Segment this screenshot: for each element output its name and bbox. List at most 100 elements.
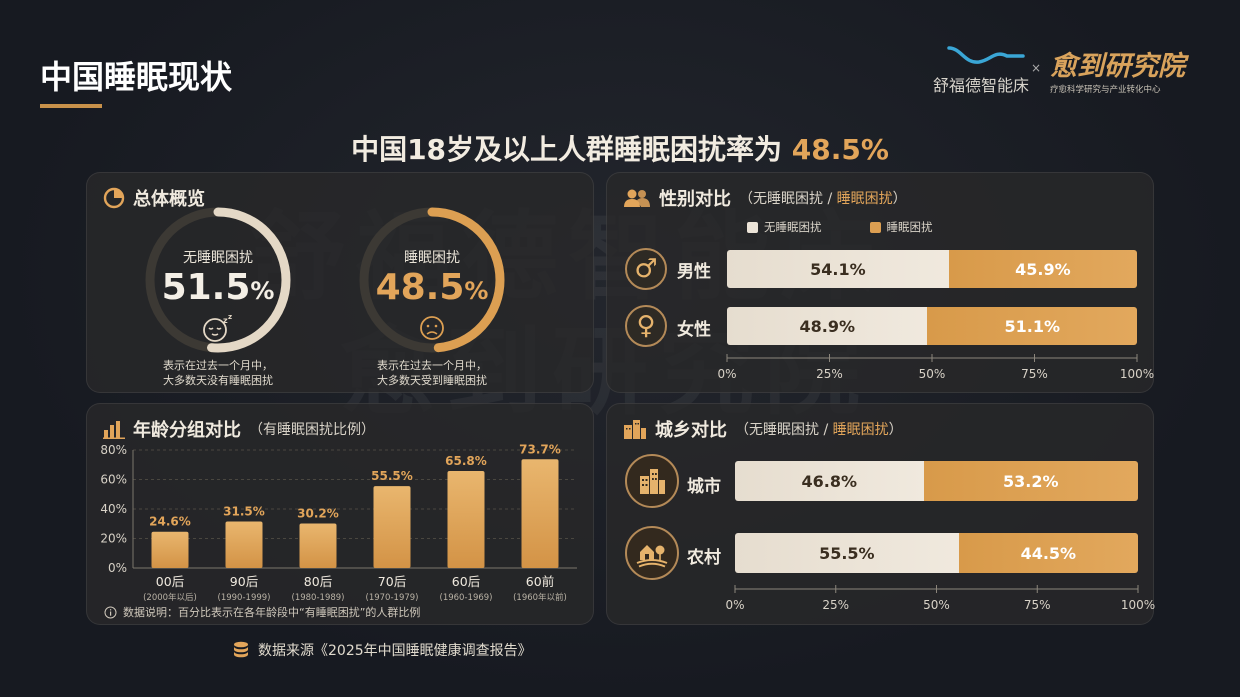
urban-x-axis: 0% 25% 50% 75% 100% [725, 585, 1155, 612]
urban-tick-label-3: 75% [1024, 598, 1051, 612]
trouble-number: 48.5 [375, 267, 465, 308]
age-category-sublabel-5: (1960年以前) [513, 592, 567, 602]
gender-title: 性别对比 （无睡眠困扰 / 睡眠困扰） [623, 185, 907, 211]
gender-tick-label-2: 50% [919, 367, 946, 381]
age-bar-value-5: 73.7% [519, 442, 561, 456]
gender-tick-label-0: 0% [717, 367, 736, 381]
urban-bar-village-no-trouble-label: 55.5% [819, 543, 875, 563]
data-source: 数据来源《2025年中国睡眠健康调查报告》 [232, 640, 532, 660]
legend-label-no-trouble: 无睡眠困扰 [764, 220, 822, 234]
no-trouble-label: 无睡眠困扰 [183, 250, 253, 266]
svg-text:z: z [223, 316, 228, 325]
gender-tick-label-4: 100% [1120, 367, 1154, 381]
row-label-city: 城市 [687, 477, 721, 497]
urban-bar-village: 55.5% 44.5% [735, 533, 1138, 573]
gender-subtitle-hi: 睡眠困扰 [836, 191, 893, 207]
age-category-label-2: 80后 [304, 574, 332, 589]
age-category-sublabel-4: (1960-1969) [440, 593, 493, 602]
gender-bar-female-trouble: 51.1% [927, 307, 1137, 345]
age-bar-value-2: 30.2% [297, 506, 339, 520]
age-bar-chart: 0% 20% 40% 60% 80% 24.6% 00后 (2000年以后) 31.5% 90后 (… [100, 442, 577, 602]
age-subtitle: （有睡眠困扰比例） [249, 422, 375, 438]
no-trouble-number: 51.5 [161, 267, 251, 308]
gender-bar-male-no-trouble-label: 54.1% [810, 259, 866, 279]
brand-yudao-name: 愈到研究院 [1050, 51, 1185, 82]
age-bar-4 [447, 470, 485, 568]
urban-bar-village-no-trouble: 55.5% [735, 533, 959, 573]
headline: 中国18岁及以上人群睡眠困扰率为 48.5% [0, 128, 1240, 168]
age-y-tick-label-1: 20% [100, 532, 127, 546]
legend-item-no-trouble: 无睡眠困扰 [747, 219, 822, 235]
no-trouble-note-line1: 表示在过去一个月中， [163, 359, 273, 372]
wave-logo-icon [947, 46, 1025, 64]
age-category-sublabel-3: (1970-1979) [366, 593, 419, 602]
gender-bar-female: 48.9% 51.1% [727, 307, 1137, 345]
trouble-label: 睡眠困扰 [404, 250, 460, 266]
gender-bar-male-trouble-label: 45.9% [1015, 259, 1071, 279]
age-bar-2 [299, 523, 337, 568]
row-label-female: 女性 [677, 320, 711, 340]
trouble-note-line2: 大多数天受到睡眠困扰 [377, 374, 487, 387]
overview-card: 总体概览 无睡眠困扰 51.5% z z 表示在过去一个月中， 大多数天没有睡眠… [86, 172, 594, 393]
age-category-label-4: 60后 [452, 574, 480, 589]
no-trouble-ring [145, 207, 291, 353]
sleeping-face-icon: z z [143, 313, 293, 347]
gender-subtitle: （无睡眠困扰 / 睡眠困扰） [739, 188, 907, 208]
age-bar-value-3: 55.5% [371, 469, 413, 483]
age-bar-value-0: 24.6% [149, 515, 191, 529]
row-label-village: 农村 [687, 548, 721, 568]
urban-bar-village-trouble-label: 44.5% [1020, 543, 1077, 563]
legend-swatch-no-trouble [747, 221, 758, 233]
urban-card: 城乡对比 （无睡眠困扰 / 睡眠困扰） 城市 46.8% 53.2% 农村 55… [606, 403, 1155, 625]
urban-tick-label-2: 50% [923, 598, 950, 612]
brand-yudao-logo: 愈到研究院 疗愈科学研究与产业转化中心 [1050, 44, 1190, 95]
urban-bar-village-trouble: 44.5% [958, 533, 1138, 573]
age-category-label-1: 90后 [230, 574, 258, 589]
bar-chart-icon [103, 421, 125, 439]
village-icon [625, 526, 679, 580]
brand-shufude-logo: 舒福德智能床 [933, 44, 1038, 96]
age-category-sublabel-1: (1990-1999) [218, 593, 271, 602]
age-bar-0 [151, 531, 189, 568]
urban-bar-city-no-trouble-label: 46.8% [801, 471, 858, 491]
age-category-sublabel-2: (1980-1989) [292, 593, 345, 602]
trouble-note: 表示在过去一个月中， 大多数天受到睡眠困扰 [342, 358, 522, 388]
brand-separator: × [1031, 61, 1042, 75]
gender-bar-male: 54.1% 45.9% [727, 250, 1137, 288]
trouble-pct: % [464, 277, 489, 305]
age-y-tick-label-0: 0% [108, 561, 127, 575]
pie-chart-icon [103, 187, 125, 209]
legend-label-trouble: 睡眠困扰 [886, 220, 933, 234]
gender-card: 性别对比 （无睡眠困扰 / 睡眠困扰） 无睡眠困扰 睡眠困扰 ♂ 男性 54.1… [606, 172, 1154, 393]
urban-title-text: 城乡对比 [655, 420, 727, 441]
age-category-label-5: 60前 [526, 574, 554, 589]
row-label-male: 男性 [677, 262, 711, 282]
info-icon [104, 606, 117, 618]
trouble-ring [359, 207, 505, 353]
urban-subtitle-hi: 睡眠困扰 [832, 422, 889, 438]
urban-subtitle-open: （无睡眠困扰 / [735, 422, 833, 438]
age-bar-5 [521, 459, 559, 568]
age-category-sublabel-0: (2000年以后) [143, 592, 197, 602]
age-bar-value-1: 31.5% [223, 505, 265, 519]
city-icon [625, 454, 679, 508]
brand-yudao-subtitle: 疗愈科学研究与产业转化中心 [1050, 85, 1161, 95]
gender-legend: 无睡眠困扰 睡眠困扰 [747, 219, 933, 235]
age-bar-3 [373, 486, 411, 568]
age-title: 年龄分组对比 （有睡眠困扰比例） [103, 416, 375, 442]
data-source-text: 数据来源《2025年中国睡眠健康调查报告》 [258, 643, 532, 659]
urban-bar-city-no-trouble: 46.8% [735, 461, 924, 501]
title-underline [40, 104, 102, 108]
gender-bar-male-no-trouble: 54.1% [727, 250, 949, 288]
sad-face-icon [357, 313, 507, 347]
urban-tick-label-1: 25% [822, 598, 849, 612]
headline-value: 48.5% [791, 133, 889, 166]
urban-bar-city-trouble-label: 53.2% [1003, 471, 1059, 491]
page-title: 中国睡眠现状 [40, 58, 233, 96]
users-icon [624, 189, 650, 207]
age-y-tick-label-3: 60% [100, 473, 127, 487]
age-note: 数据说明：百分比表示在各年龄段中“有睡眠困扰”的人群比例 [104, 604, 420, 620]
age-note-text: 数据说明：百分比表示在各年龄段中“有睡眠困扰”的人群比例 [123, 606, 421, 619]
age-category-label-3: 70后 [378, 574, 406, 589]
overview-title: 总体概览 [103, 185, 205, 211]
